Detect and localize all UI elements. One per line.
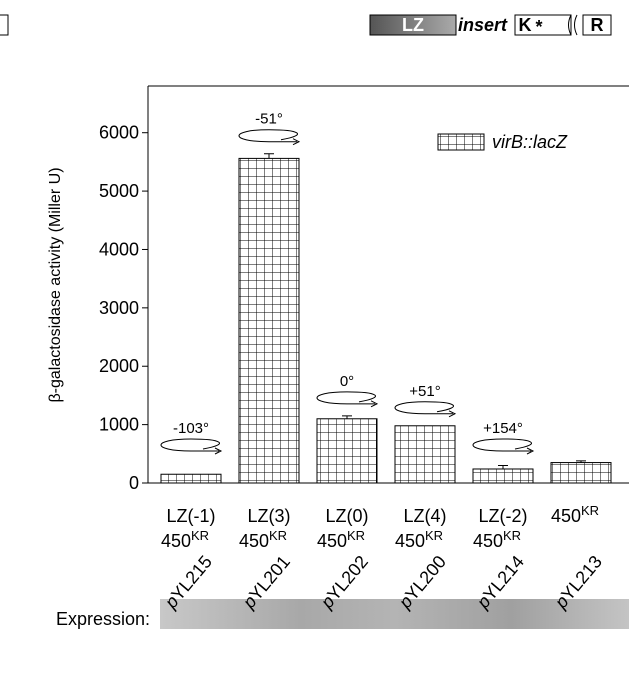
- backbone-number: 450: [161, 531, 191, 551]
- backbone-number: 450: [317, 531, 347, 551]
- construct-box: [0, 15, 8, 35]
- angle-label: -103°: [173, 420, 209, 437]
- angle-label: -51°: [255, 111, 283, 128]
- angle-label: +51°: [409, 383, 440, 400]
- backbone-number: 450: [239, 531, 269, 551]
- rotation-arrow: [239, 130, 298, 142]
- y-tick-label: 1000: [99, 415, 139, 435]
- lz-label: LZ: [402, 15, 424, 35]
- backbone-number: 450: [395, 531, 425, 551]
- category-label: LZ(-2): [479, 506, 528, 526]
- plasmid-name: YL214: [479, 552, 528, 605]
- plasmid-name: YL200: [401, 552, 450, 605]
- rotation-arrow: [317, 392, 376, 404]
- y-tick-label: 3000: [99, 298, 139, 318]
- bar: [161, 474, 221, 483]
- construct-diagram: LZ insert K * R: [0, 15, 611, 37]
- r-label: R: [591, 15, 604, 35]
- backbone-label: 450KR: [317, 528, 365, 551]
- plasmid-name: YL201: [245, 552, 294, 605]
- rotation-arrow: [395, 402, 454, 414]
- y-tick-label: 5000: [99, 181, 139, 201]
- legend-swatch: [438, 134, 484, 150]
- y-tick-label: 6000: [99, 123, 139, 143]
- bar: [551, 463, 611, 483]
- bar: [239, 158, 299, 483]
- backbone-sup: KR: [347, 528, 365, 543]
- rotation-arrow: [161, 439, 220, 451]
- plasmid-name: YL215: [167, 552, 216, 605]
- angle-label: +154°: [483, 420, 523, 437]
- y-axis-label: β-galactosidase activity (Miller U): [47, 167, 64, 402]
- backbone-label: 450KR: [161, 528, 209, 551]
- backbone-sup: KR: [581, 503, 599, 518]
- angle-label: 0°: [340, 373, 354, 390]
- y-tick-label: 2000: [99, 356, 139, 376]
- page: {"diagram": {"lz": "LZ", "insert": "inse…: [0, 0, 629, 687]
- plasmid-name: YL213: [557, 552, 606, 605]
- backbone-number: 450: [551, 506, 581, 526]
- stop-label: *: [535, 17, 542, 37]
- category-label: LZ(0): [325, 506, 368, 526]
- y-tick-label: 0: [129, 473, 139, 493]
- legend-label: virB::lacZ: [492, 132, 568, 152]
- bar: [473, 469, 533, 483]
- bar: [395, 426, 455, 483]
- backbone-sup: KR: [503, 528, 521, 543]
- backbone-label: 450KR: [395, 528, 443, 551]
- figure: LZ insert K * R β-galactosidase activity…: [0, 0, 629, 687]
- backbone-label: 450KR: [239, 528, 287, 551]
- backbone-label: 450KR: [473, 528, 521, 551]
- category-label: LZ(-1): [167, 506, 216, 526]
- rotation-arrow: [473, 439, 532, 451]
- insert-label: insert: [458, 15, 508, 35]
- backbone-label: 450KR: [551, 503, 599, 526]
- y-tick-label: 4000: [99, 239, 139, 259]
- bar: [317, 419, 377, 483]
- expression-label: Expression:: [56, 609, 150, 629]
- plasmid-name: YL202: [323, 552, 372, 605]
- error-bar: [498, 465, 508, 469]
- backbone-sup: KR: [425, 528, 443, 543]
- backbone-sup: KR: [269, 528, 287, 543]
- plot: 0100020003000400050006000LZ(-1)450KRpYL2…: [99, 86, 629, 613]
- backbone-number: 450: [473, 531, 503, 551]
- category-label: LZ(4): [403, 506, 446, 526]
- k-label: K: [519, 15, 532, 35]
- error-bar: [264, 154, 274, 159]
- backbone-sup: KR: [191, 528, 209, 543]
- category-label: LZ(3): [247, 506, 290, 526]
